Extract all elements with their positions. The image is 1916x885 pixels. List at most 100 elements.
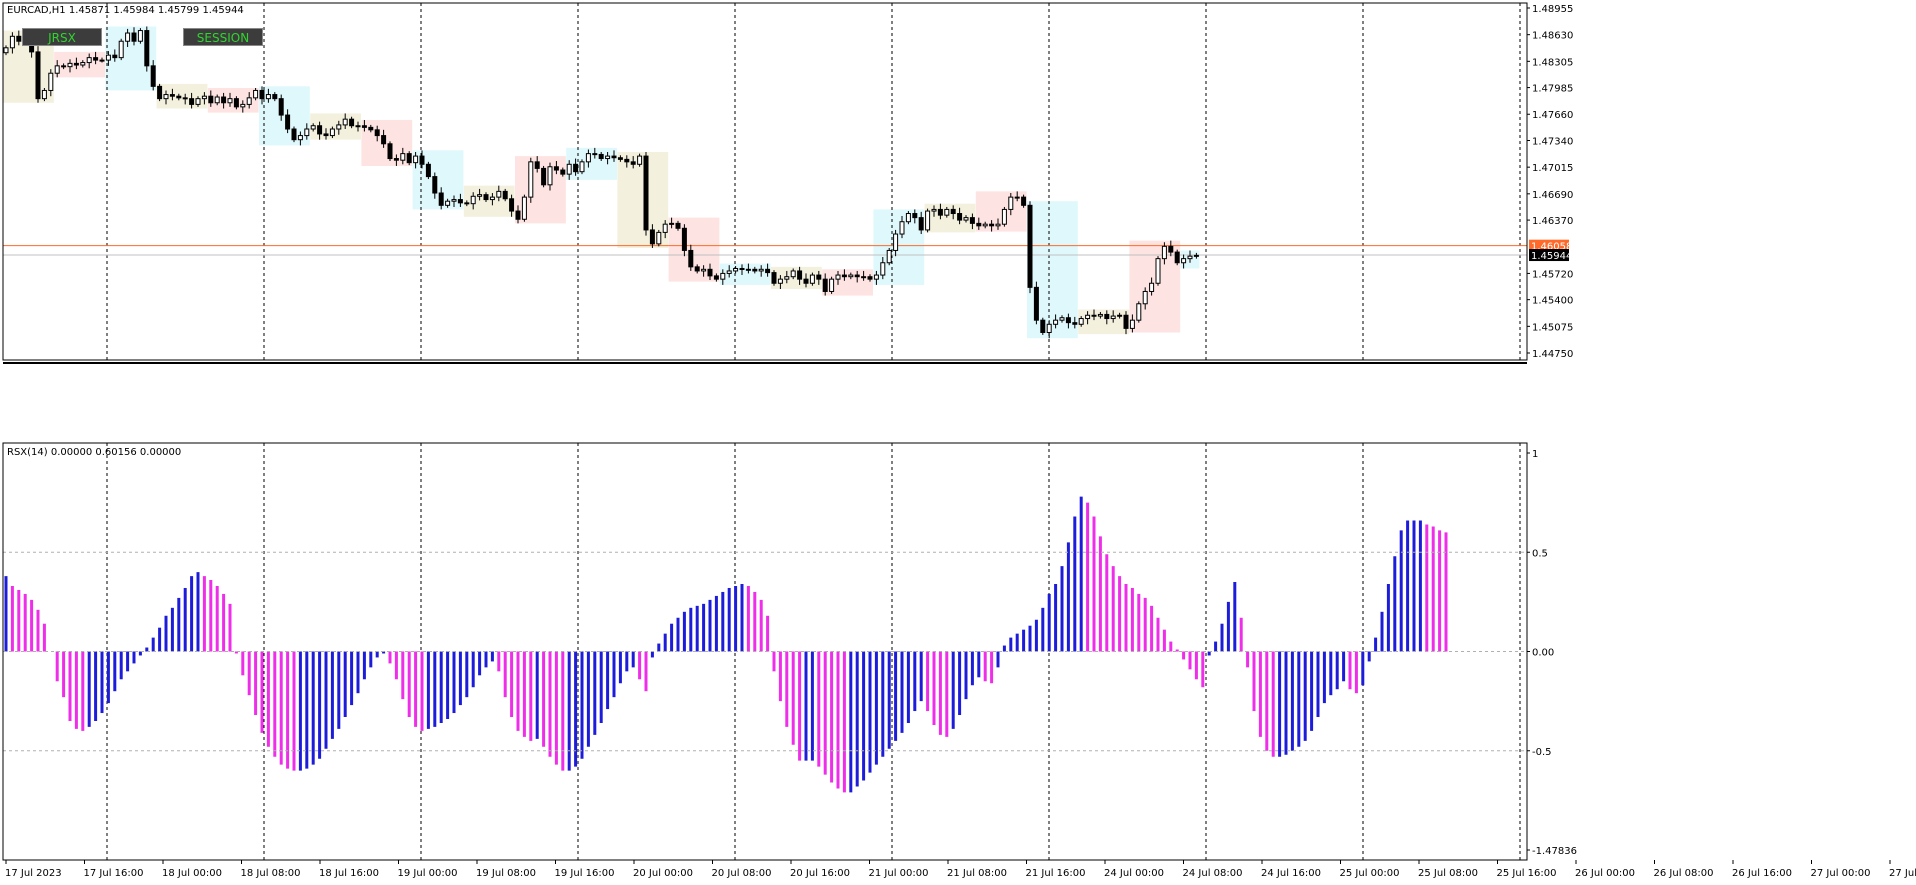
time-tick-label: 26 Jul 00:00 [1575, 868, 1635, 879]
session-button[interactable]: SESSION [183, 28, 263, 46]
candle-body [733, 267, 739, 272]
session-boxes [3, 26, 1200, 339]
candle-body [643, 155, 649, 231]
price-tick-label: 1.44750 [1532, 349, 1573, 360]
candle-body [1142, 290, 1148, 305]
candle-body [758, 268, 764, 272]
candle-body [297, 135, 303, 141]
candle-body [387, 143, 393, 160]
candle-body [1021, 196, 1027, 206]
candle-body [489, 196, 495, 201]
price-tick-label: 1.45720 [1532, 269, 1573, 280]
candle-body [541, 167, 547, 186]
candle-body [246, 97, 252, 105]
time-tick-label: 21 Jul 00:00 [869, 868, 929, 879]
candle-body [886, 249, 892, 264]
candle-body [176, 95, 182, 99]
candle-body [438, 192, 444, 206]
candle-body [585, 153, 591, 163]
candle-body [509, 198, 515, 212]
candle-body [9, 35, 15, 49]
candle-body [163, 94, 169, 100]
candle-body [1136, 303, 1142, 321]
candle-body [752, 268, 758, 272]
candle-body [253, 89, 259, 99]
price-tick-label: 1.47985 [1532, 84, 1573, 95]
candle-body [617, 157, 623, 160]
candle-body [1187, 255, 1193, 260]
candle-body [451, 199, 457, 202]
time-tick-label: 19 Jul 00:00 [398, 868, 458, 879]
candle-body [445, 200, 451, 206]
candle-body [265, 94, 271, 100]
candle-body [3, 47, 9, 54]
candle-body [937, 208, 943, 216]
candle-body [1149, 282, 1155, 292]
jrsx-button[interactable]: JRSX [22, 28, 102, 46]
candle-body [291, 128, 297, 141]
asian-session-box [1078, 309, 1129, 335]
time-tick-label: 24 Jul 16:00 [1261, 868, 1321, 879]
candle-body [1027, 204, 1033, 288]
candle-body [1078, 318, 1084, 325]
price-axis: 1.48955 1.48630 1.48305 1.47985 1.47660 1.473… [1527, 4, 1573, 360]
candle-body [694, 266, 700, 272]
candle-body [598, 153, 604, 160]
time-tick-label: 26 Jul 16:00 [1732, 868, 1792, 879]
candle-body [1174, 251, 1180, 264]
price-panel-frame [2, 2, 1528, 361]
candle-body [54, 65, 60, 74]
time-tick-label: 25 Jul 16:00 [1497, 868, 1557, 879]
candle-body [1014, 196, 1020, 199]
price-tick-label: 1.45075 [1532, 322, 1573, 333]
candle-body [323, 133, 329, 137]
candle-body [470, 195, 476, 205]
frames [2, 2, 1528, 861]
candle-body [816, 274, 822, 280]
candle-body [637, 155, 643, 165]
candle-body [496, 190, 502, 198]
candle-body [893, 233, 899, 251]
candle-body [189, 98, 195, 105]
time-tick-label: 18 Jul 08:00 [241, 868, 301, 879]
price-chart-title: EURCAD,H1 1.45871 1.45984 1.45799 1.4594… [7, 5, 244, 16]
candle-body [432, 176, 438, 194]
candle-body [1097, 313, 1103, 317]
time-tick-label: 25 Jul 00:00 [1340, 868, 1400, 879]
candle-body [221, 96, 227, 104]
candle-body [534, 161, 540, 169]
candle-body [809, 274, 815, 284]
candle-body [304, 128, 310, 137]
price-tick-label: 1.47015 [1532, 163, 1573, 174]
candle-body [950, 208, 956, 215]
time-tick-label: 17 Jul 2023 [5, 868, 62, 879]
candle-body [515, 210, 521, 220]
candle-body [86, 57, 92, 64]
candle-body [99, 59, 105, 62]
rsx-tick-label: 1 [1532, 449, 1538, 460]
candle-body [669, 222, 675, 225]
candle-body [105, 54, 111, 61]
candle-body [1008, 196, 1014, 210]
candle-body [227, 98, 233, 104]
candle-body [1033, 286, 1039, 321]
candles [3, 26, 1199, 339]
candle-body [1168, 245, 1174, 253]
candle-body [841, 274, 847, 278]
bid-price-tag [1529, 239, 1569, 252]
candle-body [995, 223, 1001, 227]
candle-body [822, 278, 828, 292]
time-tick-label: 27 Jul 08:00 [1889, 868, 1916, 879]
asian-session-box [771, 266, 822, 290]
candle-body [16, 35, 22, 42]
candle-body [624, 158, 630, 163]
candle-body [1161, 245, 1167, 260]
candle-body [553, 166, 559, 171]
candle-body [579, 161, 585, 173]
time-tick-label: 25 Jul 08:00 [1418, 868, 1478, 879]
rsx-tick-label: 0.00 [1532, 648, 1554, 659]
candle-body [125, 32, 131, 42]
candle-body [566, 163, 572, 175]
time-axis: 17 Jul 2023 17 Jul 16:00 18 Jul 00:00 18 Ju… [5, 860, 1916, 879]
